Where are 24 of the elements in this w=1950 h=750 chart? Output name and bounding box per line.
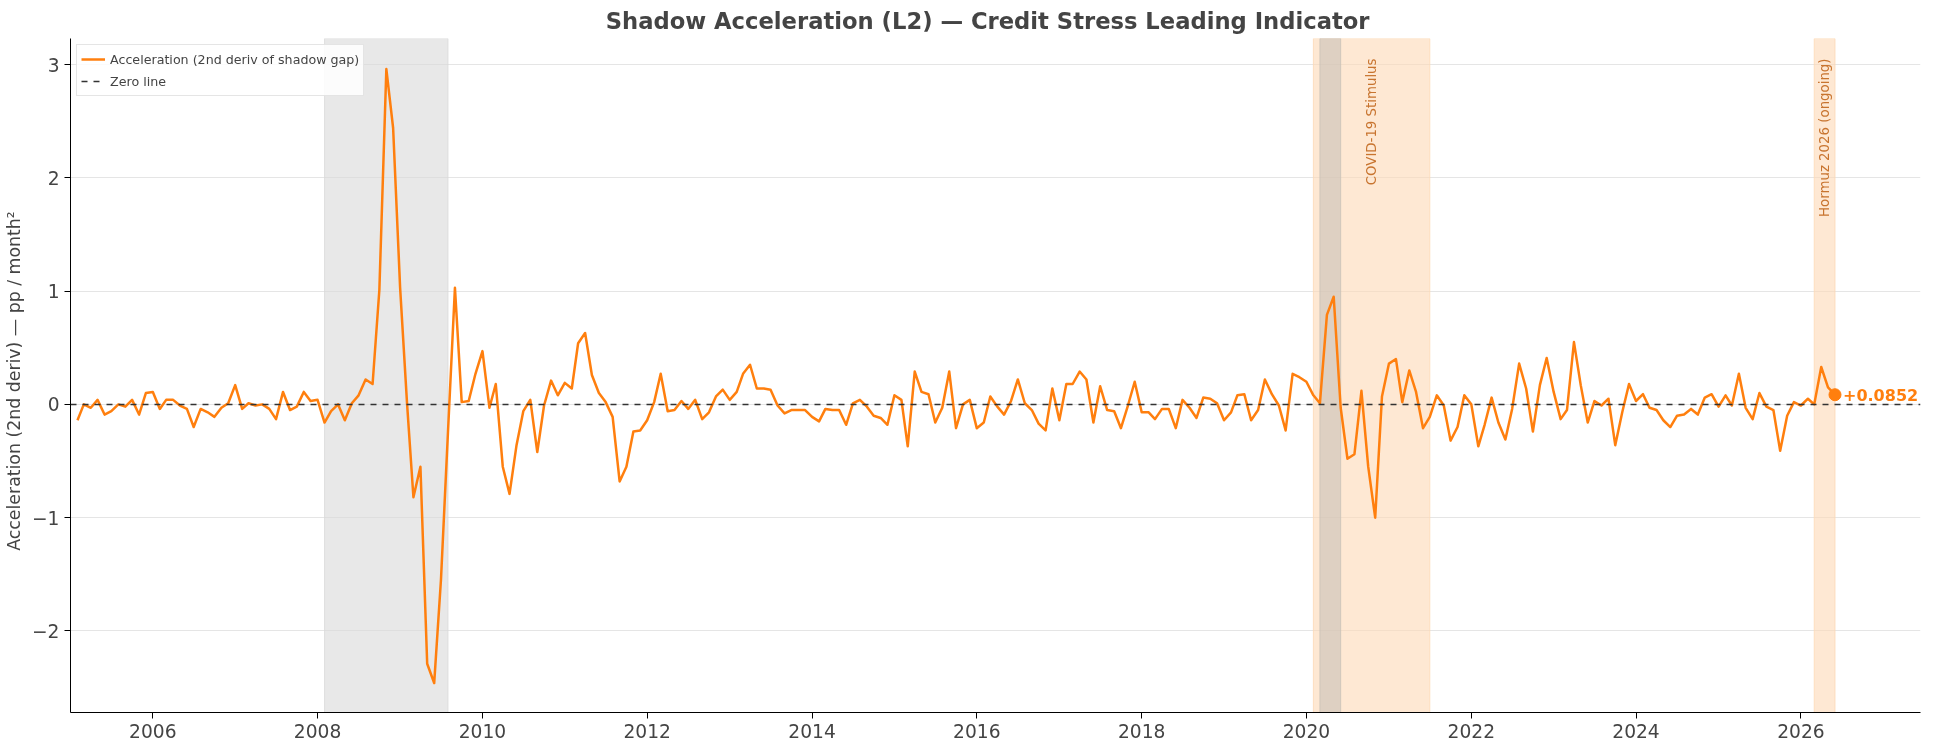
x-tick-label: 2010 — [458, 720, 507, 742]
x-tick-label: 2016 — [953, 720, 1001, 742]
y-tick-label: −1 — [32, 507, 60, 529]
y-tick-label: 0 — [47, 394, 60, 416]
x-tick-label: 2014 — [788, 720, 836, 742]
y-tick-label: 3 — [47, 54, 60, 76]
x-tick-label: 2026 — [1777, 720, 1825, 742]
chart-title: Shadow Acceleration (L2) — Credit Stress Leading Indicator — [605, 7, 1371, 34]
x-tick-label: 2024 — [1612, 720, 1660, 742]
x-tick-label: 2020 — [1282, 720, 1331, 742]
x-tick-label: 2006 — [129, 720, 177, 742]
y-tick-label: 1 — [47, 281, 60, 303]
x-tick-label: 2008 — [293, 720, 342, 742]
legend-label: Zero line — [110, 73, 166, 89]
annotation: +0.0852 — [1842, 385, 1919, 405]
x-tick-label: 2018 — [1117, 720, 1166, 742]
legend-label: Acceleration (2nd deriv of shadow gap) — [110, 51, 360, 67]
y-tick-label: 2 — [47, 167, 60, 189]
x-tick-label: 2022 — [1447, 720, 1496, 742]
y-tick-label: −2 — [32, 620, 60, 642]
band-label: COVID-19 Stimulus — [1364, 58, 1380, 186]
y-axis-title: Acceleration (2nd deriv) — pp / month² — [4, 211, 24, 551]
x-tick-label: 2012 — [623, 720, 671, 742]
band-label: Hormuz 2026 (ongoing) — [1817, 58, 1833, 217]
